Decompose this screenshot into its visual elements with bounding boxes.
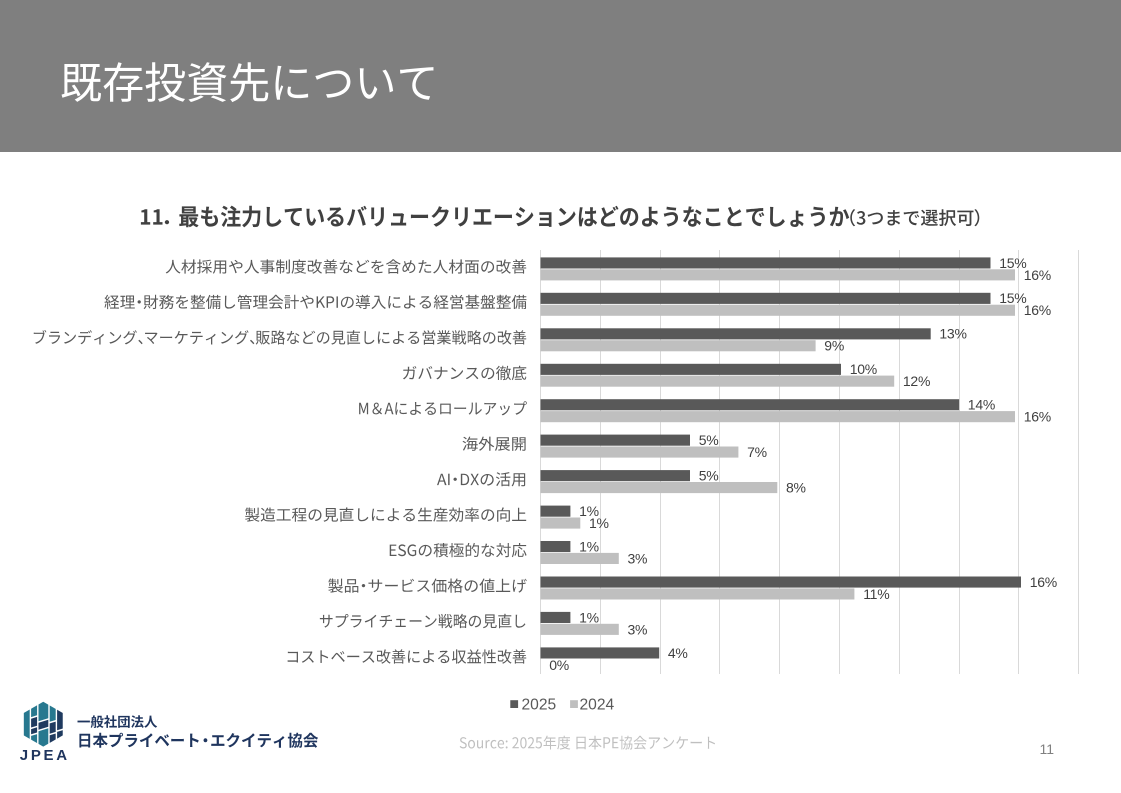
svg-text:JPEA: JPEA [20, 747, 70, 764]
svg-text:4%: 4% [668, 645, 688, 661]
svg-text:16%: 16% [1024, 267, 1051, 283]
svg-text:11: 11 [1040, 741, 1055, 757]
svg-text:1%: 1% [579, 609, 599, 625]
svg-text:8%: 8% [786, 480, 806, 496]
svg-text:15%: 15% [999, 255, 1026, 271]
svg-text:1%: 1% [579, 503, 599, 519]
svg-text:5%: 5% [699, 432, 719, 448]
svg-text:13%: 13% [939, 326, 966, 342]
svg-text:12%: 12% [903, 373, 930, 389]
svg-text:16%: 16% [1030, 574, 1057, 590]
svg-text:1%: 1% [579, 538, 599, 554]
svg-text:9%: 9% [824, 338, 844, 354]
svg-text:5%: 5% [699, 468, 719, 484]
svg-text:1%: 1% [589, 515, 609, 531]
svg-text:14%: 14% [968, 397, 995, 413]
svg-text:16%: 16% [1024, 409, 1051, 425]
svg-text:15%: 15% [999, 290, 1026, 306]
svg-text:2025: 2025 [522, 696, 557, 713]
svg-text:11%: 11% [863, 586, 889, 602]
svg-text:7%: 7% [747, 444, 767, 460]
svg-text:16%: 16% [1024, 302, 1051, 318]
svg-text:0%: 0% [549, 657, 569, 673]
svg-text:3%: 3% [628, 621, 648, 637]
svg-text:10%: 10% [850, 361, 877, 377]
svg-text:2024: 2024 [580, 696, 615, 713]
svg-text:3%: 3% [628, 550, 648, 566]
